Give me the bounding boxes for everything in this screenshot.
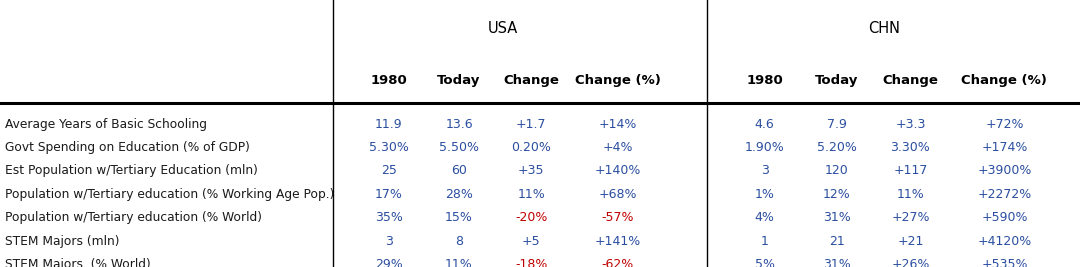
Text: -20%: -20% (515, 211, 548, 224)
Text: CHN: CHN (868, 21, 901, 36)
Text: Population w/Tertiary education (% World): Population w/Tertiary education (% World… (5, 211, 262, 224)
Text: 5%: 5% (755, 258, 774, 267)
Text: Change (%): Change (%) (575, 74, 661, 87)
Text: 8: 8 (455, 235, 463, 248)
Text: -57%: -57% (602, 211, 634, 224)
Text: 4%: 4% (755, 211, 774, 224)
Text: 1.90%: 1.90% (745, 141, 784, 154)
Text: +3900%: +3900% (977, 164, 1031, 177)
Text: 0.20%: 0.20% (512, 141, 551, 154)
Text: +27%: +27% (891, 211, 930, 224)
Text: 5.20%: 5.20% (818, 141, 856, 154)
Text: STEM Majors  (% World): STEM Majors (% World) (5, 258, 151, 267)
Text: 3: 3 (760, 164, 769, 177)
Text: +72%: +72% (985, 118, 1024, 131)
Text: STEM Majors (mln): STEM Majors (mln) (5, 235, 120, 248)
Text: 11%: 11% (896, 188, 924, 201)
Text: 13.6: 13.6 (445, 118, 473, 131)
Text: 7.9: 7.9 (827, 118, 847, 131)
Text: Change: Change (882, 74, 939, 87)
Text: 11.9: 11.9 (375, 118, 403, 131)
Text: +5: +5 (522, 235, 541, 248)
Text: -62%: -62% (602, 258, 634, 267)
Text: +590%: +590% (981, 211, 1028, 224)
Text: +2272%: +2272% (977, 188, 1031, 201)
Text: +117: +117 (893, 164, 928, 177)
Text: Population w/Tertiary education (% Working Age Pop.): Population w/Tertiary education (% Worki… (5, 188, 335, 201)
Text: 15%: 15% (445, 211, 473, 224)
Text: 1: 1 (760, 235, 769, 248)
Text: +174%: +174% (982, 141, 1027, 154)
Text: 17%: 17% (375, 188, 403, 201)
Text: +3.3: +3.3 (895, 118, 926, 131)
Text: 1%: 1% (755, 188, 774, 201)
Text: Govt Spending on Education (% of GDP): Govt Spending on Education (% of GDP) (5, 141, 251, 154)
Text: -18%: -18% (515, 258, 548, 267)
Text: Average Years of Basic Schooling: Average Years of Basic Schooling (5, 118, 207, 131)
Text: 120: 120 (825, 164, 849, 177)
Text: +1.7: +1.7 (516, 118, 546, 131)
Text: 25: 25 (381, 164, 396, 177)
Text: +68%: +68% (598, 188, 637, 201)
Text: 31%: 31% (823, 211, 851, 224)
Text: 21: 21 (829, 235, 845, 248)
Text: 4.6: 4.6 (755, 118, 774, 131)
Text: +21: +21 (897, 235, 923, 248)
Text: 35%: 35% (375, 211, 403, 224)
Text: +4%: +4% (603, 141, 633, 154)
Text: +535%: +535% (981, 258, 1028, 267)
Text: Change (%): Change (%) (961, 74, 1048, 87)
Text: 3.30%: 3.30% (891, 141, 930, 154)
Text: Today: Today (437, 74, 481, 87)
Text: +4120%: +4120% (977, 235, 1031, 248)
Text: Est Population w/Tertiary Education (mln): Est Population w/Tertiary Education (mln… (5, 164, 258, 177)
Text: 5.30%: 5.30% (369, 141, 408, 154)
Text: +35: +35 (518, 164, 544, 177)
Text: 31%: 31% (823, 258, 851, 267)
Text: USA: USA (488, 21, 518, 36)
Text: 11%: 11% (517, 188, 545, 201)
Text: Change: Change (503, 74, 559, 87)
Text: 1980: 1980 (746, 74, 783, 87)
Text: 11%: 11% (445, 258, 473, 267)
Text: 12%: 12% (823, 188, 851, 201)
Text: +26%: +26% (891, 258, 930, 267)
Text: 3: 3 (384, 235, 393, 248)
Text: 5.50%: 5.50% (438, 141, 480, 154)
Text: 28%: 28% (445, 188, 473, 201)
Text: +141%: +141% (595, 235, 640, 248)
Text: +14%: +14% (598, 118, 637, 131)
Text: 60: 60 (451, 164, 467, 177)
Text: 29%: 29% (375, 258, 403, 267)
Text: Today: Today (815, 74, 859, 87)
Text: 1980: 1980 (370, 74, 407, 87)
Text: +140%: +140% (595, 164, 640, 177)
